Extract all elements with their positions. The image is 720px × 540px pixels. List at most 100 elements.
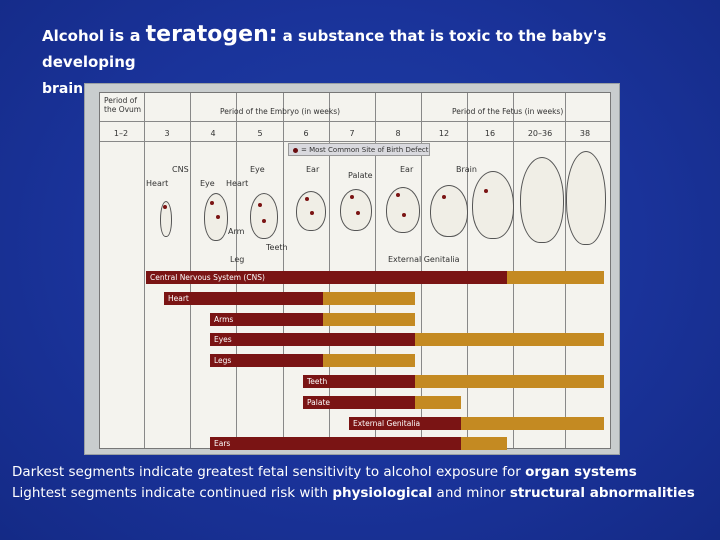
week-label: 7 [349,129,355,138]
caption-physiological: physiological [332,485,433,501]
grid-line [190,93,191,448]
label-heart: Heart [226,179,249,188]
label-eye: Eye [250,165,265,174]
title-alcohol: Alcohol [42,27,105,45]
bar-dark-segment [303,395,415,409]
bar-light-segment [415,395,461,409]
defect-site-dot [356,211,360,215]
bar-light-segment [323,354,415,368]
defect-site-dot [350,195,354,199]
fetus-week12 [430,185,468,237]
defect-site-dot [216,215,220,219]
label-ear: Ear [306,165,320,174]
bar-label: Palate [307,397,331,407]
defect-site-dot [258,203,262,207]
week-label: 3 [164,129,170,138]
header-ovum: Period of the Ovum [104,96,142,114]
title-teratogen: teratogen: [145,22,278,47]
label-arm: Arm [228,227,245,236]
bar-label: Eyes [214,335,232,345]
label-teeth: Teeth [266,243,288,252]
defect-site-dot [442,195,446,199]
grid-line [565,93,566,448]
diagram-panel: Period of the Ovum Period of the Embryo … [84,83,620,455]
week-label: 1–2 [113,129,129,138]
bar-dark-segment [210,333,415,347]
bar-dark-segment [164,291,323,305]
week-label: 4 [210,129,216,138]
grid-line [329,93,330,448]
title-is-a: is a [109,26,141,45]
bar-light-segment [507,271,604,284]
bar-light-segment [323,312,415,326]
label-leg: Leg [230,255,245,264]
bar-dark-segment [210,354,323,368]
defect-site-dot [484,189,488,193]
caption: Darkest segments indicate greatest fetal… [12,462,718,504]
week-label: 38 [579,129,591,138]
defect-site-dot [305,197,309,201]
bar-dark-segment [146,271,507,284]
grid-line [100,121,610,122]
bar-dark-segment [210,312,323,326]
defect-site-dot [396,193,400,197]
grid-line [144,93,145,448]
week-label: 12 [438,129,450,138]
bar-light-segment [415,333,604,347]
caption-line-2-mid: and minor [432,485,510,501]
week-label: 20–36 [527,129,553,138]
header-embryo: Period of the Embryo (in weeks) [220,107,341,116]
bar-dark-segment [303,375,415,388]
label-heart: Heart [146,179,169,188]
caption-line-2-text: Lightest segments indicate continued ris… [12,485,333,501]
caption-line-2: Lightest segments indicate continued ris… [12,483,718,504]
grid-line [421,93,422,448]
embryo-week3 [160,201,172,237]
embryo-week8 [386,187,420,233]
embryo-week5 [250,193,278,239]
grid-line [513,93,514,448]
grid-line [375,93,376,448]
label-eye: Eye [200,179,215,188]
defect-site-dot [262,219,266,223]
header-fetus: Period of the Fetus (in weeks) [452,107,564,116]
fetus-week16 [472,171,514,239]
title-definition: a substance that is toxic to the baby's … [42,27,607,71]
bar-light-segment [323,291,415,305]
diagram-chart: Period of the Ovum Period of the Embryo … [99,92,611,451]
label-ear: Ear [400,165,414,174]
week-label: 8 [395,129,401,138]
week-label: 6 [303,129,309,138]
legend-dot-icon [293,147,298,153]
caption-organ-systems: organ systems [525,464,637,480]
bar-light-segment [461,416,604,430]
grid-line [283,93,284,448]
grid-line [100,141,610,142]
defect-site-dot [163,205,167,209]
grid-line [236,93,237,448]
defect-site-dot [402,213,406,217]
caption-line-1: Darkest segments indicate greatest fetal… [12,462,718,483]
label-brain: Brain [456,165,477,174]
fetus-week38 [566,151,606,245]
grid-line [467,93,468,448]
bar-label: Legs [214,356,232,366]
bar-label: Teeth [307,377,328,386]
defect-site-dot [210,201,214,205]
bar-dark-segment [349,416,461,430]
defect-site-dot [310,211,314,215]
week-label: 5 [257,129,263,138]
label-external-genitalia: External Genitalia [388,255,460,264]
bar-light-segment [415,375,604,388]
legend-text: = Most Common Site of Birth Defect [301,146,429,154]
fetus-week20-36 [520,157,564,243]
caption-structural: structural abnormalities [509,485,695,501]
bar-dark-segment [210,437,461,451]
embryo-week7 [340,189,372,231]
bar-label: External Genitalia [353,418,421,428]
label-palate: Palate [348,171,373,180]
bar-label: Ears [214,439,231,449]
slide-title: Alcohol is a teratogen: a substance that… [42,22,702,102]
label-cns: CNS [172,165,189,174]
bar-label: Arms [214,314,234,324]
